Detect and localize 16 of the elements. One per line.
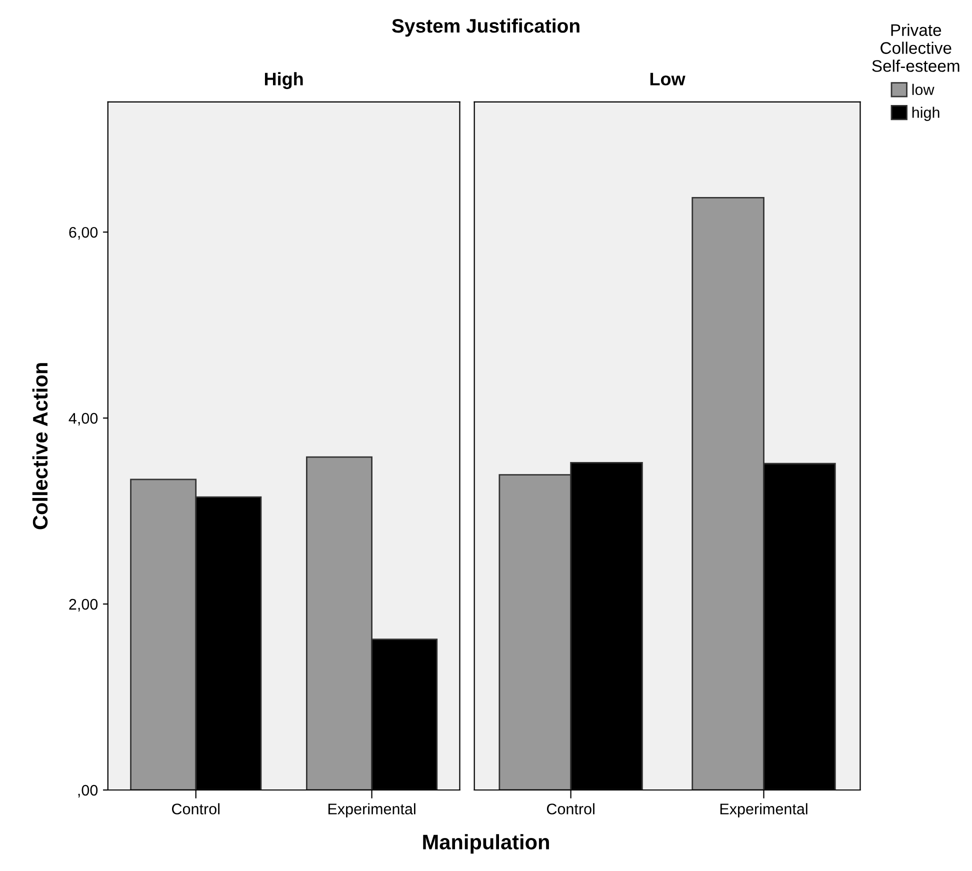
y-tick-label: 4,00: [68, 412, 98, 426]
x-tick-label: Experimental: [328, 803, 416, 818]
x-tick-label: Control: [546, 803, 594, 814]
chart-title: High: [264, 72, 303, 90]
legend-label: low: [912, 84, 934, 96]
legend-title: Private Collective Self-esteem: [872, 24, 960, 72]
x-axis-title: Manipulation: [423, 834, 549, 854]
y-tick-label: 6,00: [69, 226, 98, 240]
y-tick-label: 2,00: [69, 598, 98, 612]
text: System Justification: [392, 18, 580, 37]
chart-title: Low: [650, 72, 686, 86]
y-tick-label: ,00: [78, 784, 98, 798]
x-tick-label: Control: [172, 803, 220, 814]
y-axis-title: Collective Action: [32, 363, 48, 530]
legend-label: high: [912, 106, 940, 121]
x-tick-label: Experimental: [720, 803, 808, 818]
